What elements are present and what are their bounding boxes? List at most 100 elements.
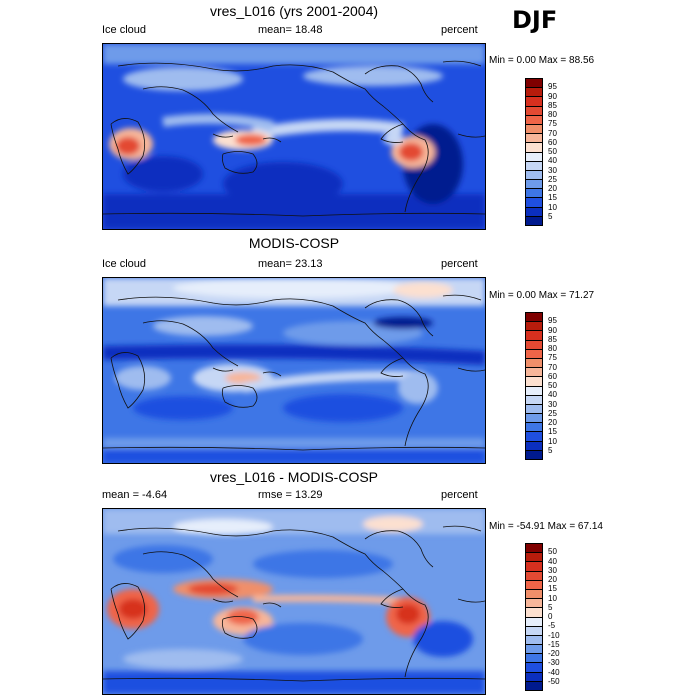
panel3-map-field — [103, 509, 485, 694]
colorbar-tick-label: 70 — [548, 128, 557, 138]
season-label: DJF — [512, 6, 558, 34]
colorbar-swatch — [526, 395, 542, 405]
colorbar-tick-label: -50 — [548, 676, 560, 686]
colorbar-swatch — [526, 599, 542, 609]
colorbar-tick-label: -15 — [548, 639, 560, 649]
colorbar-tick-label: 30 — [548, 565, 557, 575]
colorbar-tick-label: 95 — [548, 82, 557, 92]
colorbar-tick-label: -30 — [548, 658, 560, 668]
panel2-minmax: Min = 0.00 Max = 71.27 — [489, 290, 595, 301]
colorbar-tick-label: 75 — [548, 119, 557, 129]
colorbar-tick-label: 90 — [548, 91, 557, 101]
panel1-map-field — [103, 44, 485, 229]
colorbar-tick-label: 25 — [548, 408, 557, 418]
panel3-units-label: percent — [441, 489, 478, 501]
colorbar-swatch — [526, 626, 542, 636]
colorbar-tick-label: -40 — [548, 667, 560, 677]
colorbar-tick-label: 25 — [548, 174, 557, 184]
colorbar-swatch — [526, 681, 542, 690]
colorbar-swatch — [526, 189, 542, 199]
colorbar-tick-label: 40 — [548, 390, 557, 400]
panel2-map — [102, 277, 486, 464]
colorbar-swatch — [526, 180, 542, 190]
colorbar-tick-label: 90 — [548, 325, 557, 335]
colorbar-swatch — [526, 143, 542, 153]
panel2-left-label: Ice cloud — [102, 258, 147, 270]
colorbar-swatch — [526, 124, 542, 135]
colorbar-swatch — [526, 432, 542, 442]
panel1-minmax: Min = 0.00 Max = 88.56 — [489, 55, 595, 66]
colorbar-tick-label: 75 — [548, 353, 557, 363]
panel2-title: MODIS-COSP — [248, 235, 340, 251]
colorbar-tick-label: 80 — [548, 110, 557, 119]
colorbar-swatch — [526, 198, 542, 208]
colorbar-swatch — [526, 553, 542, 563]
colorbar-swatch — [526, 663, 542, 673]
colorbar-tick-label: 5 — [548, 211, 553, 221]
colorbar-swatch — [526, 450, 542, 459]
panel1-title: vres_L016 (yrs 2001-2004) — [209, 3, 379, 19]
colorbar-tick-label: 20 — [548, 184, 557, 193]
colorbar-tick-label: 30 — [548, 399, 557, 409]
colorbar-swatch — [526, 386, 542, 396]
colorbar-tick-label: 70 — [548, 362, 557, 372]
colorbar-swatch — [526, 97, 542, 107]
panel2-mean-label: mean= 23.13 — [258, 258, 323, 270]
colorbar-swatch — [526, 672, 542, 682]
colorbar-swatch — [526, 79, 542, 89]
colorbar-swatch — [526, 106, 542, 116]
colorbar-swatch — [526, 571, 542, 581]
colorbar-tick-label: 20 — [548, 418, 557, 427]
colorbar-swatch — [526, 88, 542, 98]
panel1-colorbar — [525, 78, 543, 226]
colorbar-swatch — [526, 216, 542, 225]
panel3-mean-label: mean = -4.64 — [102, 489, 168, 501]
colorbar-tick-label: 15 — [548, 193, 557, 203]
colorbar-tick-label: 10 — [548, 593, 557, 603]
panel1-left-label: Ice cloud — [102, 24, 147, 36]
colorbar-swatch — [526, 134, 542, 144]
panel3-rmse-label: rmse = 13.29 — [258, 489, 323, 501]
colorbar-tick-label: 15 — [548, 584, 557, 594]
colorbar-tick-label: -20 — [548, 649, 560, 658]
colorbar-tick-label: 10 — [548, 202, 557, 212]
colorbar-swatch — [526, 645, 542, 655]
colorbar-swatch — [526, 580, 542, 590]
colorbar-tick-label: 5 — [548, 445, 553, 455]
panel3-map — [102, 508, 486, 695]
colorbar-swatch — [526, 331, 542, 341]
colorbar-swatch — [526, 161, 542, 171]
colorbar-swatch — [526, 608, 542, 618]
colorbar-tick-label: 30 — [548, 165, 557, 175]
colorbar-swatch — [526, 562, 542, 572]
colorbar-swatch — [526, 170, 542, 181]
colorbar-tick-label: 85 — [548, 100, 557, 110]
colorbar-tick-label: -5 — [548, 621, 556, 631]
colorbar-tick-label: 5 — [548, 602, 553, 612]
panel3-minmax: Min = -54.91 Max = 67.14 — [489, 521, 603, 532]
colorbar-swatch — [526, 322, 542, 332]
colorbar-tick-label: 20 — [548, 575, 557, 584]
panel1-units-label: percent — [441, 24, 478, 36]
colorbar-swatch — [526, 441, 542, 451]
colorbar-swatch — [526, 340, 542, 350]
panel1-mean-label: mean= 18.48 — [258, 24, 323, 36]
colorbar-swatch — [526, 423, 542, 433]
colorbar-tick-label: 40 — [548, 556, 557, 566]
colorbar-tick-label: 10 — [548, 436, 557, 446]
colorbar-swatch — [526, 414, 542, 424]
colorbar-swatch — [526, 617, 542, 627]
panel3-colorbar — [525, 543, 543, 691]
panel2-colorbar — [525, 312, 543, 460]
colorbar-swatch — [526, 377, 542, 387]
colorbar-tick-label: 50 — [548, 547, 557, 557]
panel3-title: vres_L016 - MODIS-COSP — [209, 469, 379, 485]
colorbar-tick-label: 50 — [548, 147, 557, 156]
colorbar-tick-label: 85 — [548, 334, 557, 344]
colorbar-swatch — [526, 635, 542, 646]
panel1-map — [102, 43, 486, 230]
colorbar-swatch — [526, 349, 542, 359]
colorbar-swatch — [526, 115, 542, 125]
panel2-units-label: percent — [441, 258, 478, 270]
colorbar-swatch — [526, 368, 542, 378]
